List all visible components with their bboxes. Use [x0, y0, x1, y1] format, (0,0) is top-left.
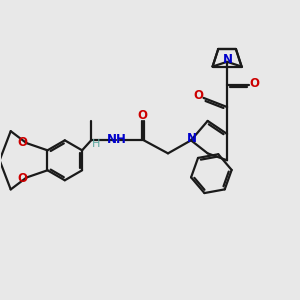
Text: H: H: [92, 139, 100, 149]
Text: NH: NH: [107, 133, 127, 146]
Text: O: O: [249, 77, 259, 90]
Text: O: O: [18, 136, 28, 148]
Text: O: O: [18, 172, 28, 185]
Text: O: O: [194, 89, 203, 102]
Text: N: N: [187, 132, 197, 145]
Text: N: N: [223, 53, 233, 66]
Text: O: O: [138, 110, 148, 122]
